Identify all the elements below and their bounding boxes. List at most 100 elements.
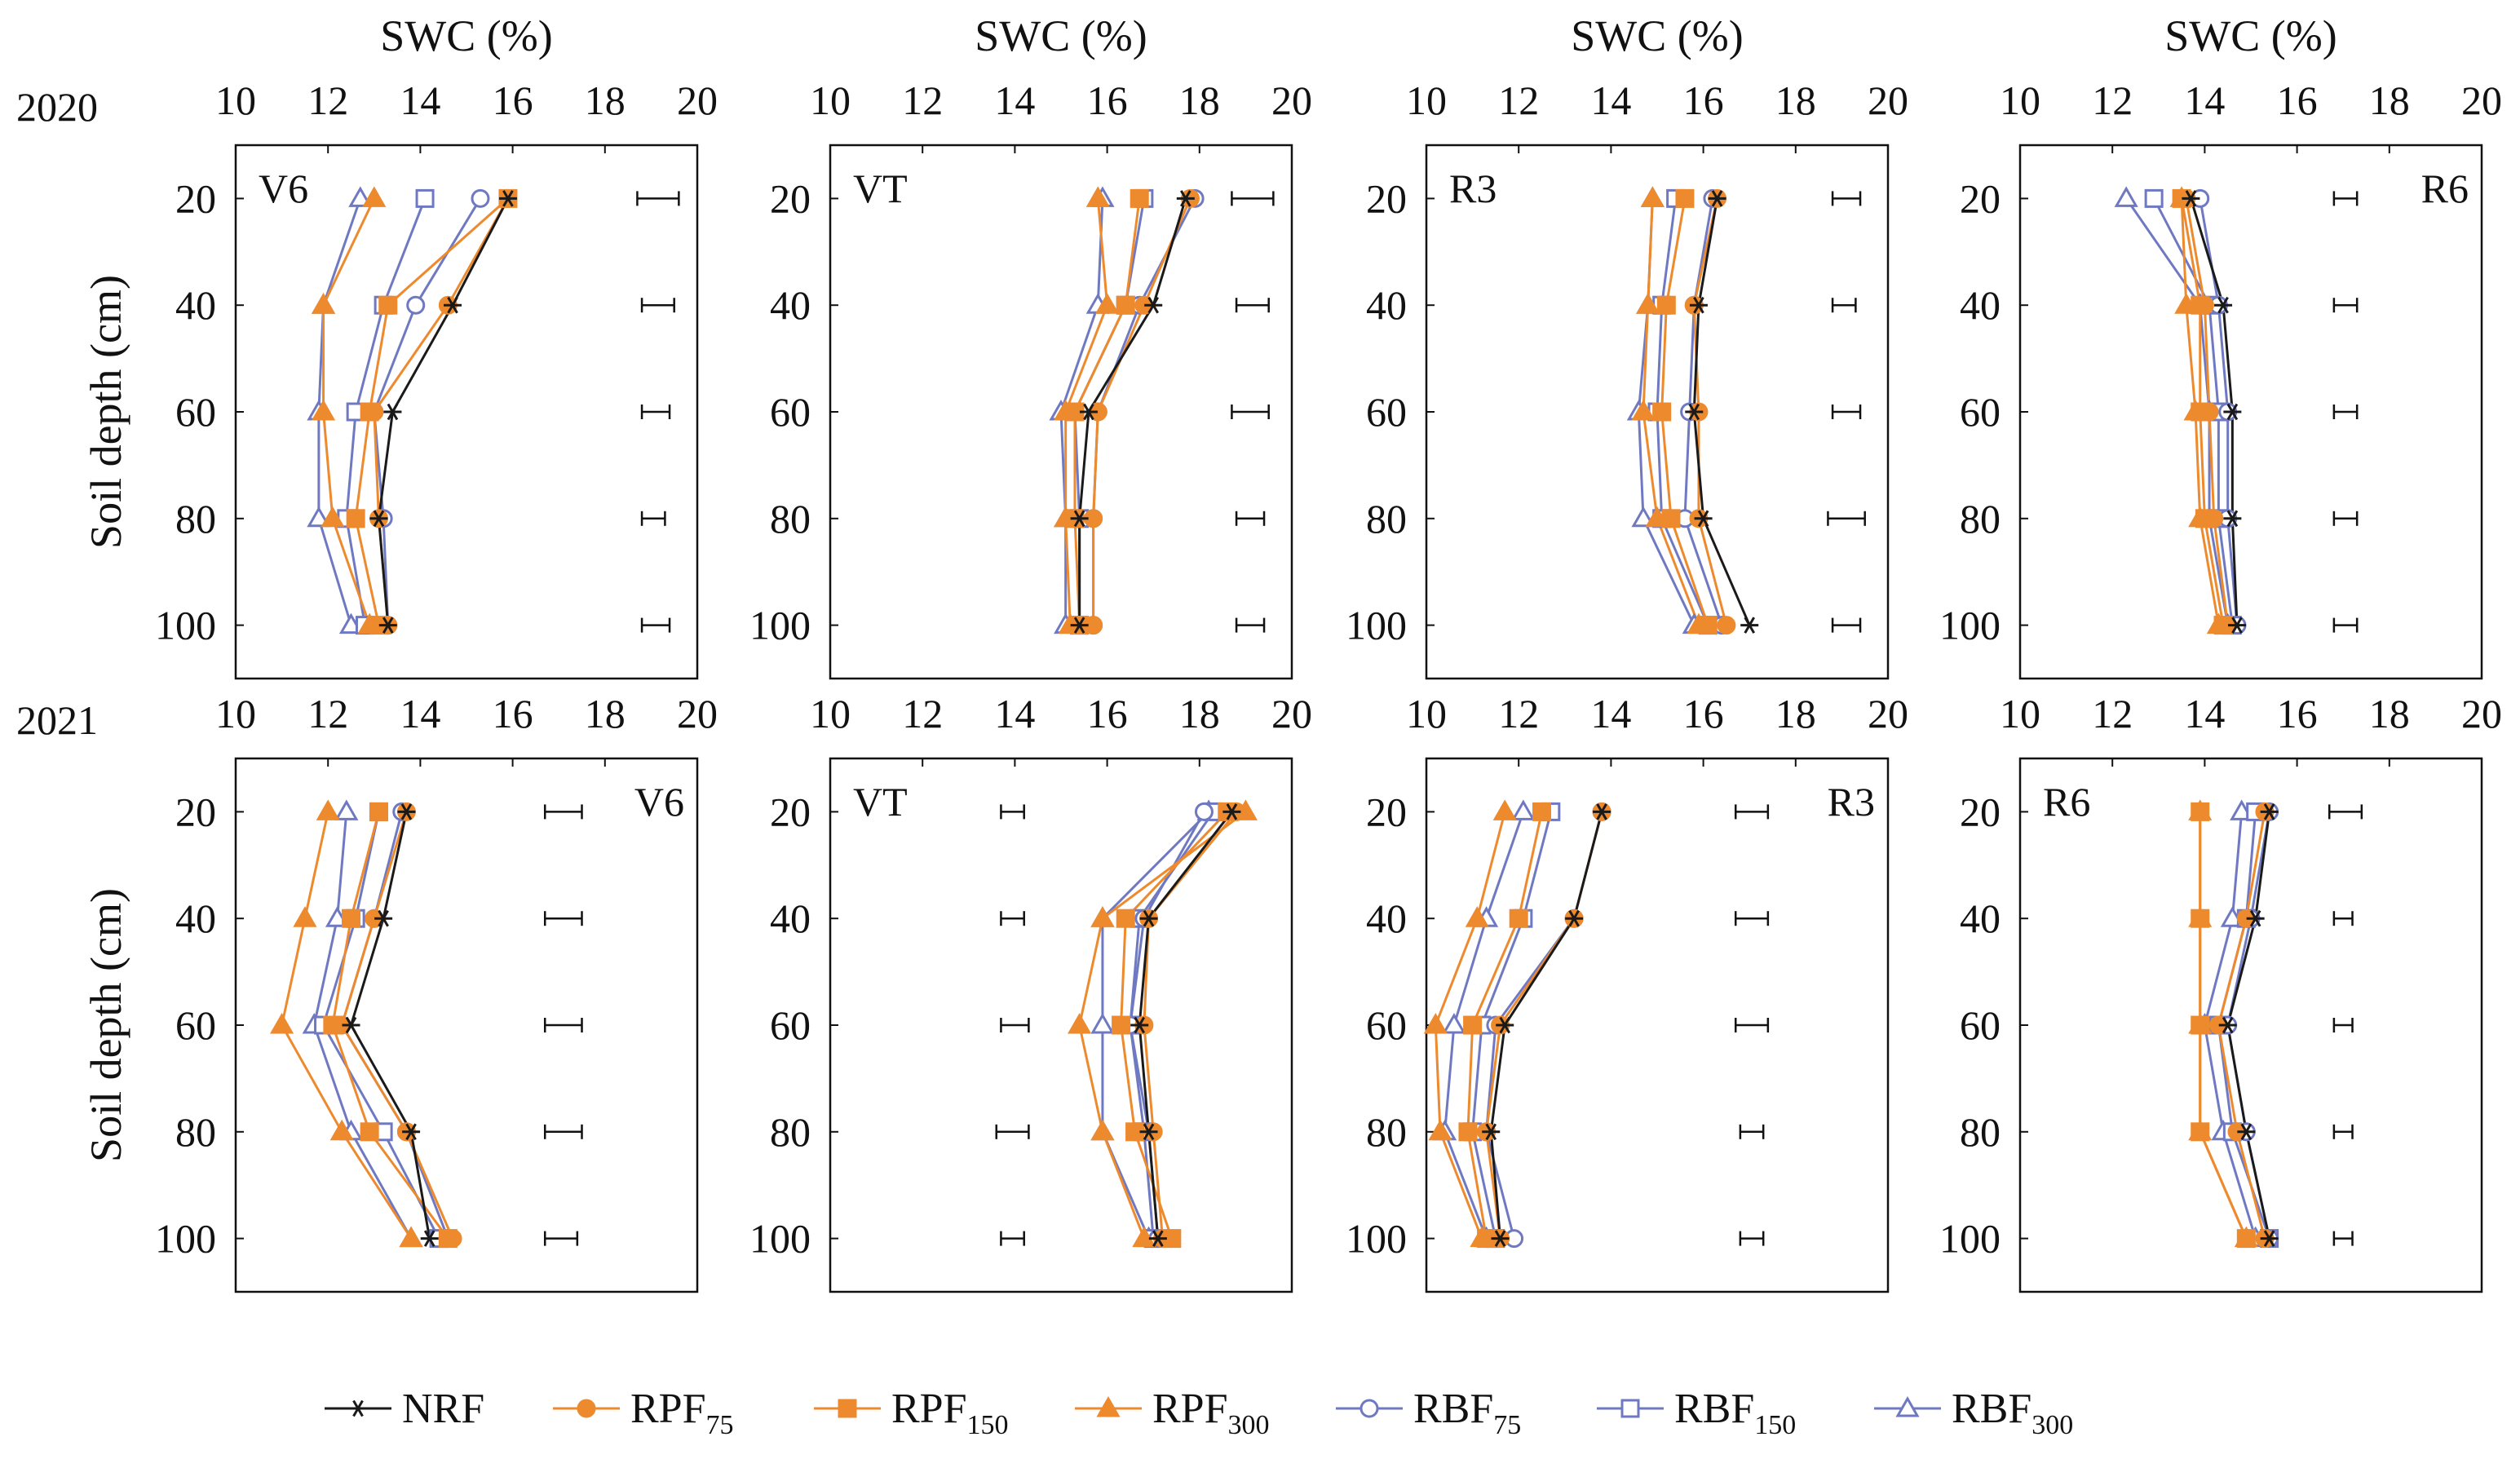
- data-point-RPF150: [378, 295, 398, 315]
- legend-label-subscript: 300: [2031, 1410, 2073, 1440]
- data-point-RPF300: [1095, 293, 1120, 314]
- data-point-NRF-stroke: [1711, 190, 1723, 207]
- legend-marker: [1096, 1395, 1121, 1417]
- x-tick-label: 20: [677, 77, 718, 123]
- y-tick-label: 60: [1960, 1002, 2001, 1048]
- error-bar: [543, 1018, 583, 1032]
- error-bar: [2332, 1124, 2354, 1139]
- error-bar: [543, 1231, 579, 1246]
- data-point-RPF300: [1085, 186, 1110, 207]
- data-point-NRF: [2228, 617, 2247, 634]
- y-tick-label: 20: [175, 789, 216, 834]
- stage-label: V6: [634, 779, 684, 825]
- legend-label-subscript: 75: [1493, 1410, 1521, 1440]
- data-point-RPF300: [1090, 906, 1115, 927]
- data-point-NRF: [2237, 1123, 2256, 1141]
- x-tick-label: 12: [307, 77, 348, 123]
- data-point-NRF-stroke: [405, 1123, 417, 1141]
- legend-label: RBF75: [1413, 1386, 1521, 1440]
- data-point-NRF-stroke: [2231, 617, 2243, 634]
- x-tick-label: 10: [1406, 691, 1447, 736]
- x-tick-label: 14: [994, 77, 1035, 123]
- x-tick-label: 10: [810, 691, 851, 736]
- data-point-RPF300: [329, 1119, 354, 1141]
- data-point-RPF300: [270, 1012, 294, 1034]
- data-point-NRF: [1565, 909, 1584, 927]
- x-tick-label: 16: [1087, 77, 1128, 123]
- x-tick-label: 12: [902, 691, 943, 736]
- x-tick-label: 14: [2184, 691, 2225, 736]
- data-point-NRF-stroke: [2263, 1230, 2275, 1247]
- error-bar: [2328, 804, 2363, 820]
- data-point-NRF: [1176, 190, 1195, 207]
- error-bar: [636, 191, 680, 206]
- legend-label-subscript: 150: [967, 1410, 1009, 1440]
- error-bar: [1831, 298, 1857, 313]
- legend-marker: [838, 1399, 857, 1418]
- legend-item-RPF75: RPF75: [553, 1386, 734, 1440]
- data-point-NRF: [369, 510, 388, 528]
- y-tick-label: 40: [1960, 895, 2001, 941]
- x-tick-label: 12: [307, 691, 348, 736]
- data-point-RPF150: [1656, 295, 1676, 315]
- x-tick-label: 16: [1683, 691, 1724, 736]
- data-point-RPF300: [321, 506, 345, 528]
- data-point-RBF75: [471, 188, 490, 208]
- y-tick-label: 100: [749, 603, 811, 648]
- x-tick-label: 10: [215, 691, 256, 736]
- data-point-NRF-stroke: [373, 510, 385, 528]
- panel-2020-V6: SWC (%) 10 12 14 16 18 20 20 40 60 80 100 Soil depth…: [82, 11, 718, 680]
- data-point-NRF-stroke: [382, 617, 394, 634]
- data-point-NRF-stroke: [2217, 296, 2229, 314]
- data-point-NRF: [2218, 1016, 2237, 1034]
- y-tick-label: 40: [175, 282, 216, 328]
- data-point-NRF-stroke: [1568, 909, 1580, 927]
- legend-marker: [349, 1399, 367, 1417]
- y-tick-label: 40: [1366, 282, 1407, 328]
- data-point-RPF300: [1068, 1012, 1092, 1034]
- data-point-RPF75: [2195, 295, 2214, 315]
- x-tick-label: 20: [1271, 691, 1312, 736]
- x-tick-label: 12: [1498, 77, 1539, 123]
- data-point-RPF300: [311, 399, 336, 421]
- data-point-NRF: [1593, 803, 1611, 820]
- y-tick-label: 80: [1366, 496, 1407, 542]
- data-point-RPF150: [2191, 802, 2210, 821]
- error-bar: [1734, 911, 1770, 926]
- error-bar: [1734, 804, 1770, 820]
- x-tick-label: 12: [1498, 691, 1539, 736]
- y-tick-label: 20: [1960, 175, 2001, 221]
- legend-marker: [1895, 1395, 1920, 1417]
- data-point-RPF300: [1423, 1012, 1448, 1034]
- data-point-NRF-stroke: [1152, 1230, 1164, 1247]
- data-point-NRF: [1496, 1016, 1514, 1034]
- data-point-RPF75: [1717, 616, 1736, 635]
- x-tick-label: 10: [1406, 77, 1447, 123]
- error-bar: [543, 911, 583, 926]
- data-point-NRF: [1708, 190, 1726, 207]
- x-tick-label: 16: [493, 691, 533, 736]
- y-tick-label: 100: [1346, 1216, 1407, 1262]
- data-point-NRF: [397, 803, 416, 820]
- legend-label-subscript: 150: [1754, 1410, 1796, 1440]
- legend-item-RBF75: RBF75: [1336, 1386, 1521, 1440]
- data-point-RPF300: [1465, 906, 1489, 927]
- y-tick-label: 40: [1960, 282, 2001, 328]
- data-point-RPF300: [1636, 293, 1660, 314]
- y-tick-label: 100: [155, 603, 216, 648]
- x-tick-label: 14: [2184, 77, 2225, 123]
- y-tick-label: 100: [749, 1216, 811, 1262]
- data-point-NRF: [444, 296, 462, 314]
- x-tick-label: 20: [2461, 691, 2502, 736]
- data-point-NRF: [1694, 510, 1713, 528]
- data-point-RBF300: [348, 186, 373, 207]
- data-point-NRF: [1148, 1230, 1167, 1247]
- data-point-NRF-stroke: [1494, 1230, 1506, 1247]
- data-point-RBF300: [1511, 799, 1536, 820]
- x-tick-label: 14: [400, 691, 440, 736]
- error-bar: [1235, 298, 1270, 313]
- error-bar: [2332, 617, 2359, 633]
- data-point-RBF300: [2114, 186, 2138, 207]
- y-tick-label: 80: [175, 1109, 216, 1155]
- y-tick-label: 100: [1346, 603, 1407, 648]
